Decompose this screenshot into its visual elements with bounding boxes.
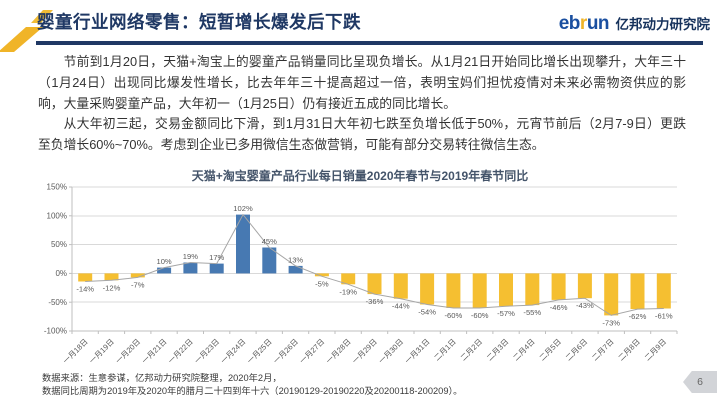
- data-label: 102%: [233, 204, 253, 213]
- data-label: -7%: [131, 280, 145, 289]
- bar: [367, 273, 382, 295]
- data-label: 17%: [209, 253, 224, 262]
- bar-chart: 150% 100% 50% 0% -50% -100% -14% -12% -7% 10% 19% 1…: [44, 183, 678, 366]
- logo-text-eb: eb: [558, 13, 581, 34]
- x-axis-label: 二月1日: [432, 337, 457, 362]
- x-axis-label: 二月8日: [616, 337, 641, 362]
- data-label: -44%: [392, 302, 410, 311]
- bar: [525, 273, 540, 306]
- bar: [630, 273, 645, 310]
- x-axis-label: 一月25日: [245, 337, 273, 365]
- x-axis-label: 二月9日: [643, 337, 668, 362]
- x-axis-label: 二月5日: [538, 337, 563, 362]
- data-label: -36%: [366, 297, 384, 306]
- page-title: 婴童行业网络零售：短暂增长爆发后下跌: [37, 12, 361, 32]
- logo-cn-text: 亿邦动力研究院: [615, 17, 711, 32]
- bar: [656, 273, 671, 309]
- bar: [104, 273, 119, 281]
- source-line-1: 数据来源：生意参谋，亿邦动力研究院整理，2020年2月，: [42, 373, 282, 383]
- source-note: 数据来源：生意参谋，亿邦动力研究院整理，2020年2月， 数据同比周期为2019…: [42, 372, 462, 397]
- x-axis-label: 一月24日: [219, 337, 247, 365]
- x-axis-label: 二月3日: [485, 337, 510, 362]
- corner-slash-decoration: [0, 10, 53, 52]
- bar: [183, 262, 198, 274]
- header-divider: [36, 41, 703, 45]
- data-label: -73%: [602, 318, 620, 327]
- page-number-badge: 6: [683, 371, 717, 393]
- x-axis-label: 二月6日: [564, 337, 589, 362]
- x-axis-label: 一月26日: [272, 337, 300, 365]
- logo-lightning-glyph: r: [579, 13, 587, 34]
- bar: [393, 273, 408, 299]
- x-axis-label: 一月27日: [298, 337, 326, 365]
- data-label: -46%: [550, 303, 568, 312]
- x-axis-label: 一月20日: [114, 337, 142, 365]
- bar: [604, 273, 619, 316]
- bar: [236, 214, 250, 274]
- ebrun-logo: ebrun 亿邦动力研究院: [559, 13, 710, 35]
- data-label: 45%: [262, 237, 277, 246]
- y-axis-label: -100%: [44, 327, 67, 336]
- data-label: -60%: [471, 311, 489, 320]
- data-label: 13%: [288, 255, 303, 264]
- data-label: -60%: [445, 311, 463, 320]
- bar: [551, 273, 566, 300]
- logo-latin: ebrun: [558, 13, 610, 34]
- bar: [577, 273, 592, 299]
- data-label: -57%: [497, 309, 515, 318]
- data-label: -61%: [655, 312, 673, 321]
- page-number: 6: [697, 376, 703, 388]
- x-axis-label: 二月2日: [459, 337, 484, 362]
- x-axis-label: 一月19日: [87, 337, 115, 365]
- bar: [130, 273, 145, 278]
- y-axis-label: -50%: [48, 298, 67, 307]
- paragraph-2: 从大年初三起，交易金额同比下滑，到1月31日大年初七跌至负增长低于50%，元宵节…: [38, 116, 686, 153]
- bar: [472, 273, 487, 308]
- data-label: -54%: [418, 308, 436, 317]
- data-label: -12%: [103, 283, 121, 292]
- trend-line: [85, 213, 664, 316]
- x-axis-label: 二月4日: [511, 337, 536, 362]
- data-label: -19%: [339, 287, 357, 296]
- x-axis-label: 一月23日: [193, 337, 221, 365]
- x-axis-label: 一月21日: [140, 337, 168, 365]
- data-label: 19%: [183, 252, 198, 261]
- y-axis-label: 150%: [47, 183, 67, 192]
- x-axis-label: 一月29日: [350, 337, 378, 365]
- slash-large: [0, 27, 43, 52]
- data-label: -55%: [523, 308, 541, 317]
- x-axis-label: 一月30日: [377, 337, 405, 365]
- data-label: -14%: [76, 285, 94, 294]
- y-axis-label: 100%: [47, 211, 67, 220]
- data-label: -43%: [576, 301, 594, 310]
- bar: [499, 273, 513, 307]
- bar: [288, 265, 303, 274]
- chart-title: 天猫+淘宝婴童产品行业每日销量2020年春节与2019年春节同比: [191, 169, 529, 183]
- bar: [314, 273, 329, 277]
- paragraph-1: 节前到1月20日，天猫+淘宝上的婴童产品销量同比呈现负增长。从1月21日开始同比…: [38, 54, 686, 111]
- x-axis-label: 二月7日: [590, 337, 615, 362]
- bar: [341, 273, 356, 285]
- x-axis-label: 一月22日: [166, 337, 194, 365]
- bar: [209, 263, 224, 274]
- bar: [262, 247, 277, 274]
- body-text: 节前到1月20日，天猫+淘宝上的婴童产品销量同比呈现负增长。从1月21日开始同比…: [38, 52, 686, 156]
- logo-text-un: un: [586, 13, 610, 34]
- source-line-2: 数据同比周期为2019年及2020年的腊月二十四到年十六（20190129-20…: [42, 385, 463, 396]
- bar: [78, 273, 93, 282]
- data-label: -62%: [629, 312, 647, 321]
- x-axis-label: 一月28日: [324, 337, 352, 365]
- x-axis-label: 一月18日: [61, 337, 89, 365]
- bar: [420, 273, 435, 305]
- bar: [446, 273, 461, 308]
- data-label: 10%: [156, 257, 171, 266]
- x-axis-label: 一月31日: [403, 337, 431, 365]
- bar: [157, 267, 172, 274]
- y-axis-label: 0%: [55, 269, 67, 278]
- y-axis-label: 50%: [51, 240, 67, 249]
- data-label: -5%: [315, 279, 329, 288]
- slash-small: [31, 10, 53, 23]
